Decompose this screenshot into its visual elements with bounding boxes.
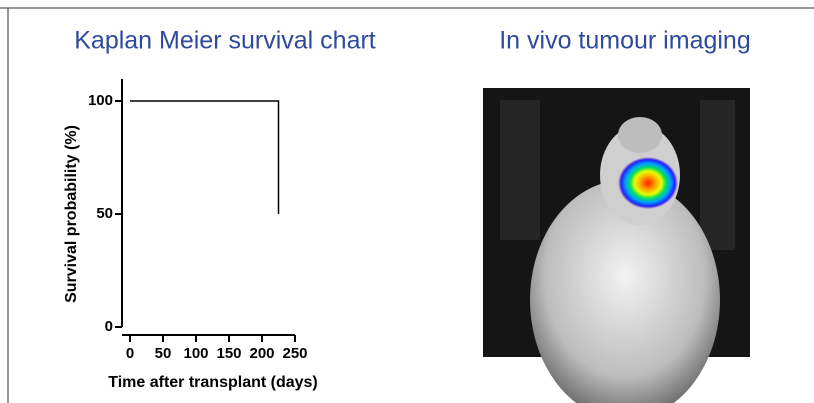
chart-title: Kaplan Meier survival chart: [74, 27, 376, 55]
x-tick-label: 200: [249, 345, 274, 362]
x-tick-label: 100: [183, 345, 208, 362]
survival-line: [130, 100, 280, 214]
mouse-image: [483, 88, 750, 403]
x-tick-label: 250: [282, 345, 307, 362]
x-tick-label: 50: [155, 345, 172, 362]
y-tick-label: 0: [105, 318, 113, 335]
y-tick-label: 50: [96, 205, 113, 222]
x-tick-label: 0: [126, 345, 134, 362]
image-title: In vivo tumour imaging: [499, 27, 751, 55]
y-axis-label: Survival probability (%): [63, 125, 80, 303]
x-tick-label: 150: [216, 345, 241, 362]
y-tick-label: 100: [88, 92, 113, 109]
x-axis-label: Time after transplant (days): [108, 374, 318, 391]
